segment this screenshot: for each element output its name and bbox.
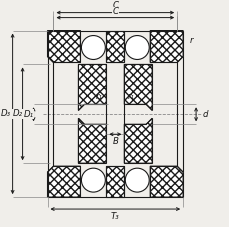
Circle shape (125, 168, 149, 192)
Text: C: C (112, 7, 118, 16)
Polygon shape (78, 118, 106, 163)
Circle shape (125, 36, 149, 59)
Text: r₁: r₁ (127, 92, 134, 101)
Text: r: r (49, 36, 53, 45)
Polygon shape (124, 118, 152, 163)
Polygon shape (78, 64, 106, 110)
Text: D₂: D₂ (13, 109, 23, 118)
Text: r₁: r₁ (95, 92, 102, 101)
Text: D₃: D₃ (0, 109, 11, 118)
Text: C: C (112, 1, 118, 10)
Polygon shape (106, 166, 124, 197)
Polygon shape (106, 31, 124, 62)
Text: D₁: D₁ (23, 110, 33, 119)
Text: d: d (202, 110, 207, 119)
Circle shape (81, 36, 105, 59)
Polygon shape (47, 166, 80, 197)
Text: T₃: T₃ (110, 212, 119, 221)
Polygon shape (150, 166, 182, 197)
Circle shape (81, 168, 105, 192)
Polygon shape (150, 31, 182, 62)
Text: B: B (112, 137, 118, 146)
Text: r: r (188, 36, 192, 45)
Polygon shape (47, 31, 80, 62)
Polygon shape (124, 64, 152, 110)
